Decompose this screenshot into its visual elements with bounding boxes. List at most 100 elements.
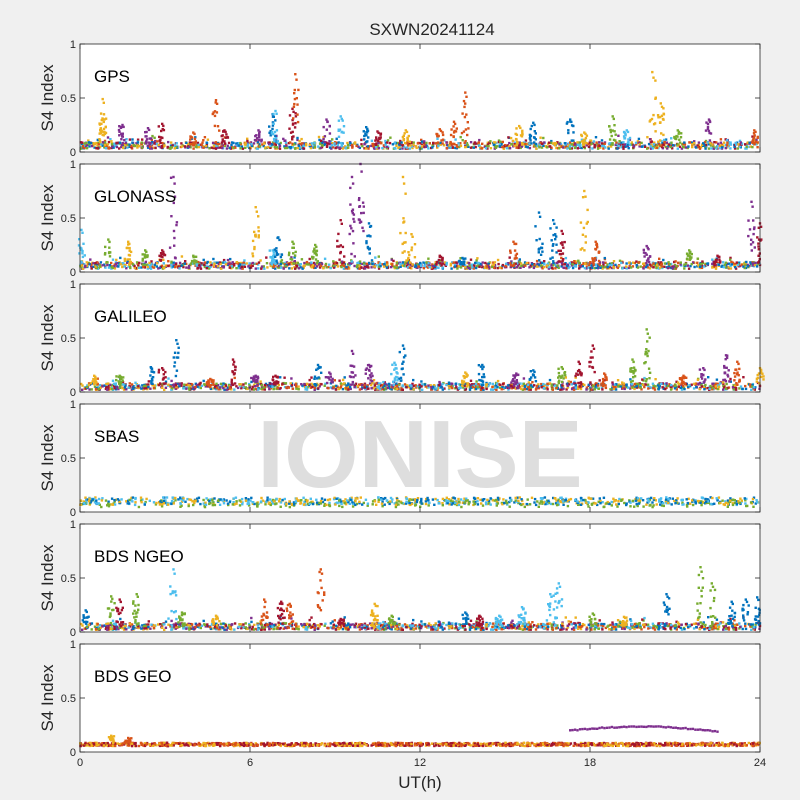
data-point bbox=[570, 387, 574, 391]
data-point bbox=[332, 266, 336, 269]
data-point bbox=[662, 133, 665, 137]
data-point bbox=[365, 241, 368, 245]
data-point bbox=[338, 128, 342, 131]
data-point bbox=[443, 143, 446, 147]
data-point bbox=[336, 265, 339, 268]
data-point bbox=[216, 146, 220, 149]
data-point bbox=[160, 264, 164, 267]
data-point bbox=[251, 388, 254, 391]
data-point bbox=[88, 145, 91, 148]
data-point bbox=[513, 143, 516, 146]
data-point bbox=[722, 382, 725, 386]
data-point bbox=[674, 260, 677, 263]
data-point bbox=[686, 254, 690, 257]
data-point bbox=[521, 388, 525, 391]
data-point bbox=[485, 386, 489, 389]
data-point bbox=[194, 145, 197, 148]
data-point bbox=[704, 139, 708, 143]
data-point bbox=[419, 147, 422, 150]
data-point bbox=[149, 265, 152, 268]
data-point bbox=[199, 386, 202, 390]
data-point bbox=[702, 385, 706, 388]
data-point bbox=[101, 97, 104, 101]
data-point bbox=[410, 248, 413, 252]
data-point bbox=[227, 141, 231, 145]
data-point bbox=[629, 262, 632, 265]
data-point bbox=[213, 262, 216, 265]
data-point bbox=[466, 133, 469, 137]
data-point bbox=[351, 211, 354, 215]
data-point bbox=[301, 142, 304, 145]
data-point bbox=[257, 234, 260, 237]
data-point bbox=[195, 262, 199, 266]
data-point bbox=[724, 146, 727, 150]
data-point bbox=[269, 144, 272, 147]
data-point bbox=[510, 383, 513, 386]
data-point bbox=[515, 266, 519, 269]
data-point bbox=[144, 384, 147, 387]
data-point bbox=[691, 143, 694, 146]
data-point bbox=[676, 129, 679, 132]
data-point bbox=[386, 262, 389, 265]
data-point bbox=[161, 122, 164, 126]
data-point bbox=[180, 382, 183, 385]
data-point bbox=[445, 147, 449, 150]
data-point bbox=[543, 260, 546, 263]
data-point bbox=[108, 255, 112, 258]
data-point bbox=[750, 388, 753, 391]
data-point bbox=[268, 141, 271, 144]
data-point bbox=[750, 238, 753, 241]
data-point bbox=[452, 261, 455, 264]
data-point bbox=[538, 143, 542, 146]
data-point bbox=[649, 147, 653, 150]
data-point bbox=[99, 261, 103, 264]
data-point bbox=[535, 144, 539, 147]
data-point bbox=[659, 102, 662, 105]
data-point bbox=[518, 141, 521, 144]
data-point bbox=[157, 143, 160, 147]
data-point bbox=[401, 242, 404, 246]
data-point bbox=[96, 382, 99, 386]
data-point bbox=[600, 142, 604, 145]
data-point bbox=[163, 144, 166, 147]
data-point bbox=[665, 141, 669, 144]
data-point bbox=[277, 383, 280, 387]
data-point bbox=[145, 386, 148, 390]
data-point bbox=[261, 143, 264, 146]
data-point bbox=[85, 264, 88, 267]
data-point bbox=[366, 385, 369, 389]
data-point bbox=[283, 263, 287, 266]
data-point bbox=[296, 138, 299, 142]
data-point bbox=[234, 146, 237, 149]
data-point bbox=[248, 382, 251, 386]
data-point bbox=[415, 384, 419, 388]
data-point bbox=[370, 139, 374, 142]
data-point bbox=[496, 266, 500, 270]
data-point bbox=[407, 134, 410, 138]
data-point bbox=[200, 262, 203, 265]
data-point bbox=[226, 258, 230, 262]
data-point bbox=[160, 386, 164, 389]
data-point bbox=[706, 122, 710, 126]
data-point bbox=[573, 380, 576, 384]
data-point bbox=[666, 384, 670, 388]
data-point bbox=[275, 247, 278, 250]
data-point bbox=[753, 226, 756, 229]
data-point bbox=[445, 383, 448, 387]
data-point bbox=[658, 121, 662, 124]
data-point bbox=[441, 142, 444, 145]
data-point bbox=[472, 267, 475, 270]
data-point bbox=[756, 261, 760, 264]
data-point bbox=[515, 252, 519, 256]
data-point bbox=[341, 387, 345, 391]
data-point bbox=[518, 144, 521, 147]
data-point bbox=[673, 263, 677, 267]
data-point bbox=[291, 387, 294, 390]
data-point bbox=[290, 377, 293, 380]
data-point bbox=[301, 384, 304, 387]
data-point bbox=[583, 146, 586, 150]
data-point bbox=[670, 383, 673, 387]
data-point bbox=[393, 146, 396, 150]
data-points bbox=[79, 70, 759, 150]
data-point bbox=[567, 144, 570, 147]
